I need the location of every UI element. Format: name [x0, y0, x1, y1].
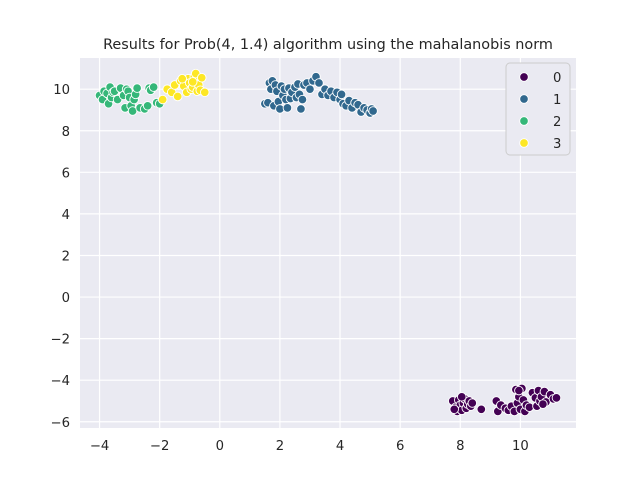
data-points	[94, 68, 562, 417]
data-point-series-3	[196, 72, 207, 83]
legend: 0 1 2 3	[505, 62, 571, 156]
legend-label-2: 2	[553, 115, 561, 130]
y-tick-labels: −6 −4 −2 0 2 4 6 8 10	[51, 83, 70, 431]
data-point-series-0	[476, 404, 487, 415]
data-point-series-0	[467, 398, 478, 408]
data-point-series-1	[368, 106, 378, 116]
data-point-series-1	[296, 104, 306, 114]
data-point-series-1	[336, 89, 347, 100]
legend-marker-2	[519, 116, 529, 126]
legend-marker-1	[519, 94, 529, 104]
plot-area	[80, 58, 576, 428]
data-point-series-0	[457, 392, 467, 402]
x-tick-label: 8	[456, 439, 464, 454]
x-tick-label: 6	[396, 439, 404, 454]
x-tick-label: 4	[336, 439, 344, 454]
data-point-series-2	[132, 83, 142, 93]
data-point-series-3	[157, 94, 168, 105]
chart-title: Results for Prob(4, 1.4) algorithm using…	[103, 37, 553, 53]
x-tick-label: −2	[150, 439, 169, 454]
data-point-series-0	[538, 399, 548, 409]
data-point-series-2	[148, 82, 159, 92]
x-tick-labels: −4 −2 0 2 4 6 8 10	[90, 439, 529, 454]
data-point-series-2	[142, 101, 153, 111]
legend-label-0: 0	[553, 71, 561, 86]
data-point-series-3	[177, 74, 187, 84]
legend-label-1: 1	[553, 93, 561, 108]
x-tick-label: −4	[90, 439, 109, 454]
data-point-series-1	[297, 94, 308, 105]
legend-box	[505, 62, 571, 156]
legend-marker-0	[519, 72, 529, 82]
data-point-series-0	[449, 404, 460, 415]
y-tick-label: 8	[62, 125, 70, 140]
legend-marker-3	[519, 138, 529, 148]
data-point-series-1	[305, 84, 315, 94]
data-point-series-3	[187, 77, 198, 87]
y-tick-label: 6	[62, 166, 70, 181]
x-tick-label: 10	[512, 439, 529, 454]
data-point-series-0	[514, 385, 524, 396]
x-tick-label: 2	[276, 439, 284, 454]
y-tick-label: −6	[51, 416, 70, 431]
legend-label-3: 3	[553, 137, 561, 152]
data-point-series-1	[282, 103, 293, 113]
data-point-series-3	[200, 87, 210, 98]
y-tick-label: 0	[62, 291, 70, 306]
data-point-series-0	[551, 393, 562, 403]
y-tick-label: 10	[53, 83, 70, 98]
y-tick-label: −2	[51, 333, 70, 348]
data-point-series-3	[172, 91, 183, 102]
data-point-series-1	[314, 78, 324, 88]
y-tick-label: 2	[62, 249, 70, 264]
y-tick-label: 4	[62, 208, 70, 223]
x-tick-label: 0	[216, 439, 224, 454]
y-tick-label: −4	[51, 374, 70, 389]
